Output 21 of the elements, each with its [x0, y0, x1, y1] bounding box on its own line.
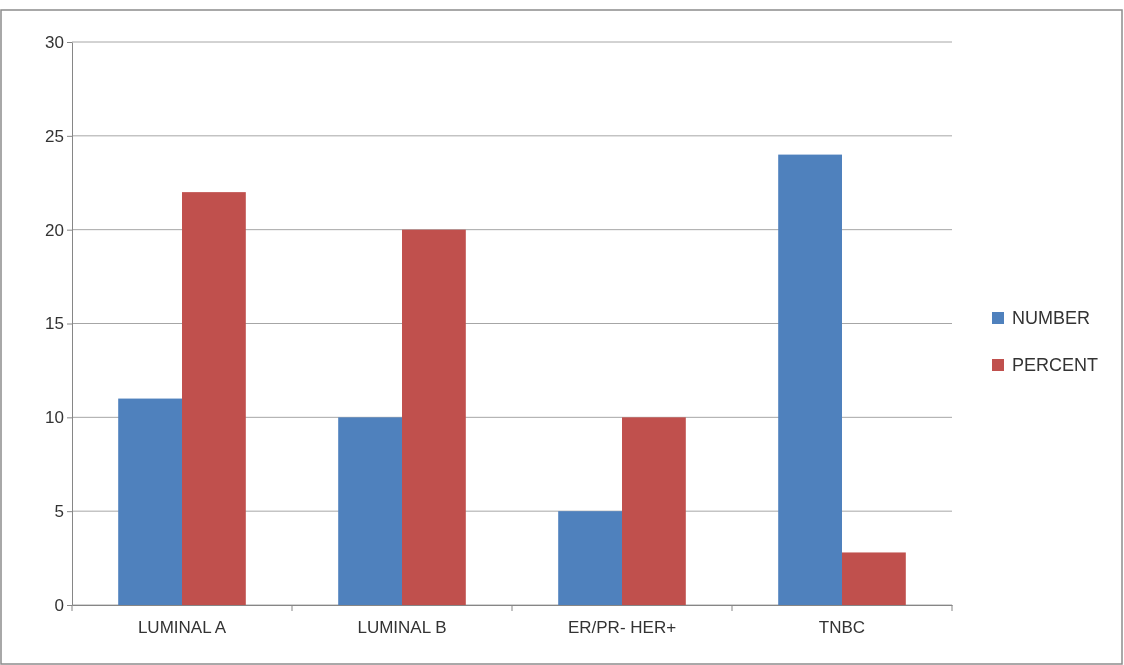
bar: [338, 417, 402, 605]
bar: [558, 511, 622, 605]
legend-label: PERCENT: [1012, 355, 1099, 375]
x-tick-label: LUMINAL B: [357, 618, 447, 638]
y-tick-label: 5: [54, 502, 64, 522]
bar: [778, 154, 842, 605]
x-tick-label: ER/PR- HER+: [567, 618, 677, 638]
bar: [402, 229, 466, 605]
y-tick-label: 25: [45, 126, 64, 146]
y-tick-label: 0: [54, 595, 64, 615]
bar: [118, 398, 182, 605]
y-tick-label: 15: [45, 314, 64, 334]
legend-label: NUMBER: [1012, 308, 1091, 328]
bar: [182, 192, 246, 605]
y-tick-label: 30: [45, 32, 64, 52]
bar: [622, 417, 686, 605]
y-tick-label: 10: [45, 408, 64, 428]
y-tick-label: 20: [45, 220, 64, 240]
bar: [842, 552, 906, 605]
x-tick-label: TNBC: [818, 618, 866, 638]
x-tick-label: LUMINAL A: [137, 618, 227, 638]
